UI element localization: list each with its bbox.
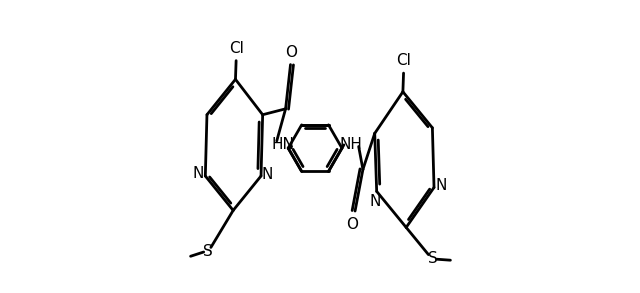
Text: Cl: Cl	[396, 53, 411, 68]
Text: N: N	[193, 166, 204, 181]
Text: N: N	[369, 194, 381, 209]
Text: N: N	[436, 178, 447, 193]
Text: O: O	[285, 45, 298, 60]
Text: O: O	[346, 217, 358, 232]
Text: NH: NH	[339, 137, 362, 152]
Text: N: N	[261, 167, 273, 182]
Text: Cl: Cl	[228, 41, 244, 56]
Text: HN: HN	[272, 137, 295, 152]
Text: S: S	[203, 244, 212, 259]
Text: S: S	[428, 251, 437, 266]
